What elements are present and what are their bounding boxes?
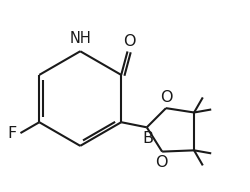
Text: O: O [123,34,136,49]
Text: B: B [142,131,153,146]
Text: O: O [155,155,168,170]
Text: NH: NH [70,31,91,46]
Text: O: O [160,90,173,105]
Text: F: F [8,126,17,141]
